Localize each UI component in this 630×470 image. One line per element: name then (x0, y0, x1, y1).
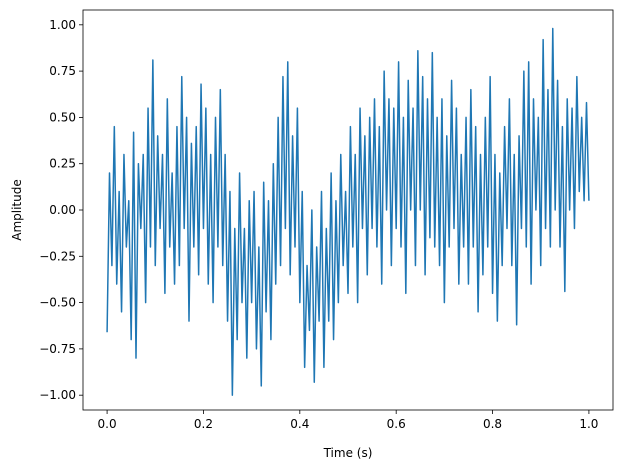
y-tick-label: −0.50 (39, 296, 76, 310)
x-tick-label: 0.4 (290, 417, 309, 431)
x-tick-label: 0.0 (98, 417, 117, 431)
y-tick-label: 0.50 (49, 110, 76, 124)
y-tick-label: 0.00 (49, 203, 76, 217)
plot-frame (82, 9, 614, 411)
y-tick-label: 0.75 (49, 64, 76, 78)
y-tick-label: −0.75 (39, 342, 76, 356)
y-tick-label: −1.00 (39, 388, 76, 402)
y-tick-label: −0.25 (39, 249, 76, 263)
line (106, 27, 590, 396)
x-tick-label: 0.2 (194, 417, 213, 431)
y-tick-label: 0.25 (49, 157, 76, 171)
y-axis-label: Amplitude (10, 179, 24, 241)
x-tick-label: 0.6 (387, 417, 406, 431)
x-tick-label: 1.0 (579, 417, 598, 431)
x-tick-label: 0.8 (483, 417, 502, 431)
x-axis-label: Time (s) (323, 446, 373, 460)
y-tick-label: 1.00 (49, 18, 76, 32)
